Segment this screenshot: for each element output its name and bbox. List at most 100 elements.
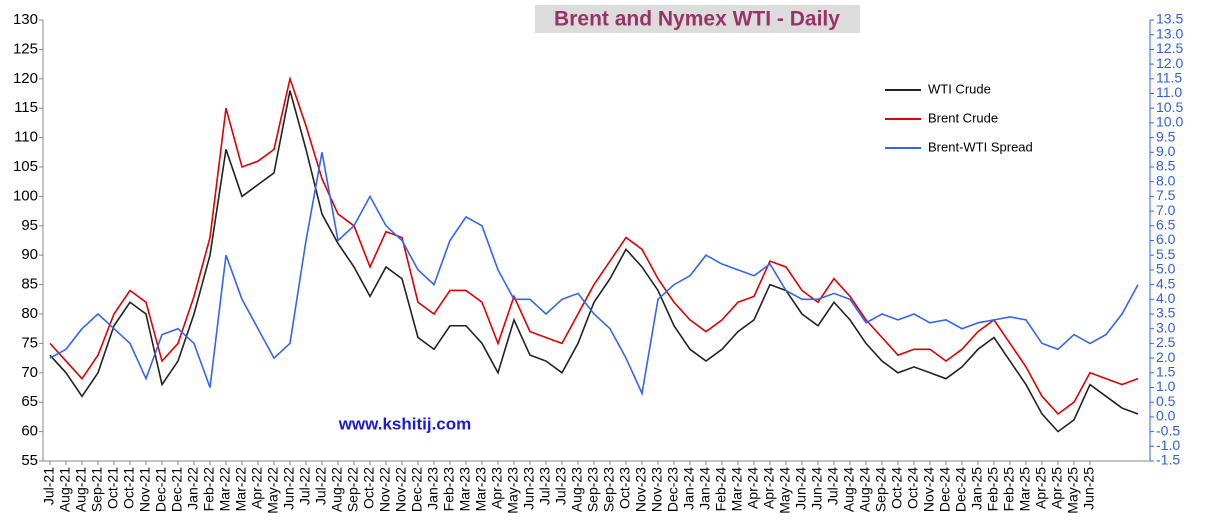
x-tick-label: Dec-24 <box>937 467 953 512</box>
y2-tick-label: 9.0 <box>1156 143 1176 159</box>
y2-tick-label: 9.5 <box>1156 128 1176 144</box>
x-tick-label: Aug-24 <box>841 467 857 512</box>
x-tick-label: Dec-21 <box>169 467 185 512</box>
x-tick-label: Jun-22 <box>281 467 297 510</box>
y2-tick-label: 1.5 <box>1156 364 1176 380</box>
x-tick-label: Aug-23 <box>569 467 585 512</box>
y-tick-label: 115 <box>14 99 38 116</box>
x-tick-label: Mar-22 <box>217 467 233 512</box>
y2-tick-label: 0.5 <box>1156 393 1176 409</box>
y-tick-label: 105 <box>13 158 38 175</box>
x-tick-label: Aug-24 <box>857 467 873 512</box>
x-tick-label: Apr-25 <box>1033 467 1049 509</box>
x-tick-label: Oct-21 <box>121 467 137 509</box>
y2-tick-label: 2.0 <box>1156 349 1176 365</box>
x-tick-label: Nov-21 <box>137 467 153 512</box>
x-tick-label: Jul-23 <box>553 467 569 505</box>
y2-tick-label: 13.0 <box>1156 25 1183 41</box>
series-line <box>49 152 1139 397</box>
x-tick-label: May-25 <box>1065 467 1081 514</box>
x-tick-label: Jan-24 <box>681 467 697 510</box>
y-tick-label: 70 <box>21 364 38 381</box>
x-tick-label: Sep-22 <box>345 467 361 512</box>
x-tick-label: Aug-21 <box>73 467 89 512</box>
x-tick-label: Nov-23 <box>649 467 665 512</box>
x-tick-label: Nov-24 <box>921 467 937 512</box>
y2-tick-label: 13.5 <box>1156 11 1183 27</box>
y-tick-label: 125 <box>13 40 38 57</box>
series-line <box>49 75 1139 416</box>
y2-tick-label: 5.5 <box>1156 246 1176 262</box>
y-tick-label: 80 <box>21 305 38 322</box>
y-tick-label: 95 <box>21 217 38 234</box>
legend-label: Brent-WTI Spread <box>928 139 1033 154</box>
x-tick-label: Mar-23 <box>473 467 489 512</box>
y2-tick-label: 6.0 <box>1156 231 1176 247</box>
x-tick-label: Dec-24 <box>953 467 969 512</box>
x-tick-label: Sep-23 <box>601 467 617 512</box>
legend-label: Brent Crude <box>928 110 998 125</box>
x-tick-label: Oct-24 <box>905 467 921 509</box>
y-tick-label: 130 <box>13 11 38 28</box>
y2-tick-label: 10.5 <box>1156 99 1183 115</box>
y2-tick-label: -1.5 <box>1156 452 1180 468</box>
y-tick-label: 120 <box>13 70 38 87</box>
x-tick-label: Feb-23 <box>441 467 457 512</box>
x-tick-label: Jan-25 <box>969 467 985 510</box>
y2-tick-label: 12.5 <box>1156 40 1183 56</box>
y2-tick-label: 4.0 <box>1156 290 1176 306</box>
y2-tick-label: 8.0 <box>1156 172 1176 188</box>
chart-title: Brent and Nymex WTI - Daily <box>554 8 840 31</box>
x-tick-label: Feb-25 <box>985 467 1001 512</box>
x-tick-label: Feb-22 <box>201 467 217 512</box>
x-tick-label: Sep-21 <box>89 467 105 512</box>
x-tick-label: Oct-23 <box>617 467 633 509</box>
x-tick-label: May-23 <box>505 467 521 514</box>
x-tick-label: Apr-25 <box>1049 467 1065 509</box>
x-tick-label: Aug-22 <box>329 467 345 512</box>
x-tick-label: Dec-21 <box>153 467 169 512</box>
x-tick-label: May-24 <box>777 467 793 514</box>
x-tick-label: Jan-22 <box>185 467 201 510</box>
x-tick-label: Aug-21 <box>57 467 73 512</box>
x-tick-label: Oct-22 <box>361 467 377 509</box>
legend-label: WTI Crude <box>928 81 991 96</box>
y-tick-label: 60 <box>21 423 38 440</box>
x-tick-label: Sep-24 <box>873 467 889 512</box>
x-tick-label: Oct-21 <box>105 467 121 509</box>
x-tick-label: Jul-22 <box>297 467 313 505</box>
x-tick-label: Sep-23 <box>585 467 601 512</box>
x-tick-label: Jun-24 <box>793 467 809 510</box>
x-tick-label: Nov-22 <box>377 467 393 512</box>
x-tick-label: Dec-23 <box>665 467 681 512</box>
x-tick-label: Jun-23 <box>521 467 537 510</box>
y2-tick-label: 11.5 <box>1156 70 1182 86</box>
x-tick-label: Feb-24 <box>713 467 729 512</box>
y-tick-label: 110 <box>14 129 38 146</box>
y2-tick-label: -1.0 <box>1156 437 1180 453</box>
y-tick-label: 65 <box>21 393 38 410</box>
x-tick-label: Nov-23 <box>633 467 649 512</box>
x-tick-label: Mar-23 <box>457 467 473 512</box>
y2-tick-label: 3.0 <box>1156 319 1176 335</box>
x-tick-label: Feb-25 <box>1001 467 1017 512</box>
y2-tick-label: 10.0 <box>1156 114 1183 130</box>
y2-tick-label: -0.5 <box>1156 422 1180 438</box>
x-tick-label: Dec-22 <box>409 467 425 512</box>
x-tick-label: Apr-24 <box>745 467 761 509</box>
x-tick-label: Apr-22 <box>249 467 265 509</box>
y2-tick-label: 7.0 <box>1156 202 1176 218</box>
x-tick-label: Mar-24 <box>729 467 745 512</box>
x-tick-label: Mar-22 <box>233 467 249 512</box>
y2-tick-label: 3.5 <box>1156 305 1176 321</box>
y-tick-label: 75 <box>21 334 38 351</box>
x-tick-label: Mar-25 <box>1017 467 1033 512</box>
x-tick-label: Jun-24 <box>809 467 825 510</box>
title-box <box>535 5 860 33</box>
watermark: www.kshitij.com <box>338 414 472 433</box>
y2-tick-label: 11.0 <box>1156 84 1182 100</box>
x-tick-label: Jul-24 <box>825 467 841 505</box>
y2-tick-label: 6.5 <box>1156 217 1176 233</box>
y2-tick-label: 2.5 <box>1156 334 1176 350</box>
